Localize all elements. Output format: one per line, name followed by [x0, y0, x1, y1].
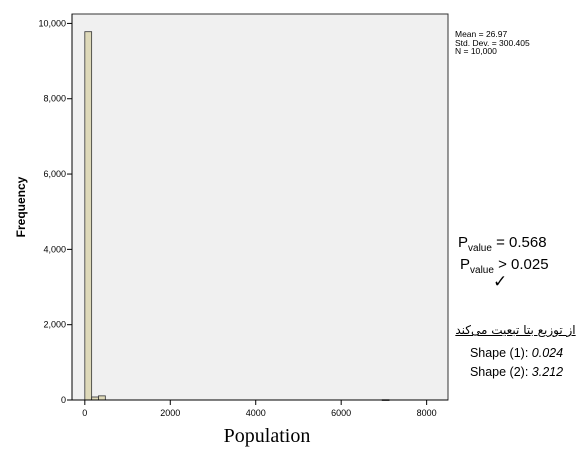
y-tick-label-5: 10,000: [38, 18, 66, 28]
shape-1-label: Shape (1):: [469, 346, 532, 360]
y-tick-label-2: 4,000: [43, 244, 66, 254]
x-tick-label-2: 4000: [246, 408, 266, 418]
y-tick-label-4: 8,000: [43, 94, 66, 104]
shape-1-value: 0.024: [531, 346, 564, 360]
y-axis-ticks: 0 2,000 4,000 6,000 8,000 10,000: [38, 18, 72, 405]
stats-mean: Mean = 26.97: [455, 29, 508, 39]
check-icon: ✓: [493, 272, 508, 292]
pvalue-equals: = 0.568: [491, 234, 547, 251]
histogram-bar-0: [84, 31, 93, 401]
shape-1-line: Shape (1): 0.024: [454, 346, 579, 360]
x-axis-ticks: 0 2000 4000 6000 8000: [82, 400, 437, 418]
y-tick-label-1: 2,000: [43, 320, 66, 330]
pvalue-symbol: P: [458, 234, 469, 251]
pvalue-subscript-2: value: [470, 265, 494, 276]
pvalue-subscript: value: [468, 243, 492, 254]
histogram-bar-2: [98, 395, 106, 401]
x-tick-label-1: 2000: [160, 408, 180, 418]
x-tick-label-0: 0: [82, 408, 87, 418]
beta-distribution-note: از توزیع بتا تبعیت می‌کند: [455, 323, 576, 337]
pvalue-comparison: > 0.025: [493, 256, 549, 273]
stats-n: N = 10,000: [455, 46, 497, 56]
x-tick-label-4: 8000: [417, 408, 437, 418]
plot-area: [71, 13, 449, 401]
y-tick-label-3: 6,000: [43, 169, 66, 179]
shape-2-line: Shape (2): 3.212: [454, 365, 579, 379]
shape-2-value: 3.212: [531, 365, 564, 379]
x-tick-label-3: 6000: [331, 408, 351, 418]
pvalue-symbol-2: P: [460, 256, 471, 273]
y-axis-label: Frequency: [14, 176, 28, 237]
x-axis-label: Population: [224, 425, 311, 447]
pvalue-line-2: Pvalue > 0.025: [460, 256, 549, 276]
pvalue-line-1: Pvalue = 0.568: [458, 234, 547, 254]
stats-box: Mean = 26.97 Std. Dev. = 300.405 N = 10,…: [455, 30, 530, 56]
shape-2-label: Shape (2):: [469, 365, 532, 379]
y-tick-label-0: 0: [61, 395, 66, 405]
stats-std: Std. Dev. = 300.405: [455, 37, 530, 48]
